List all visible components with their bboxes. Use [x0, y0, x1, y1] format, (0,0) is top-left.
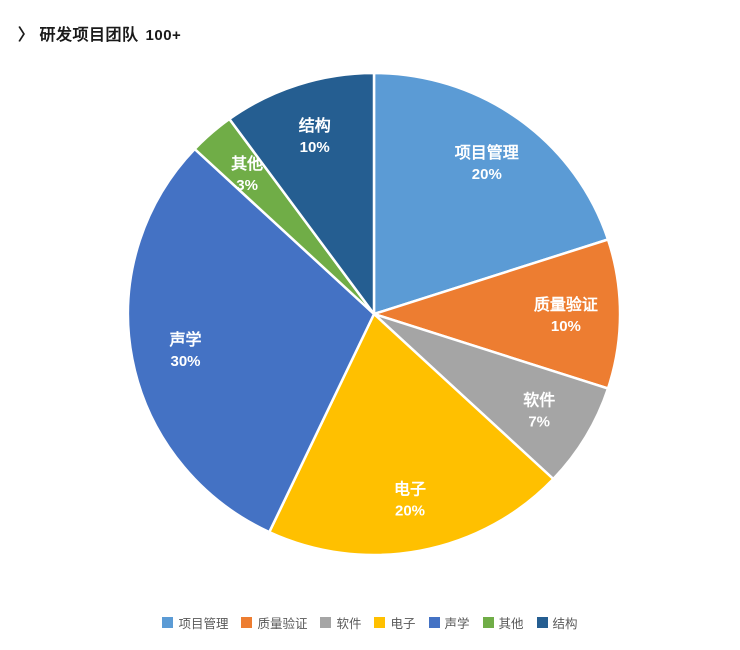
legend-label: 项目管理 — [178, 617, 229, 631]
pie-slice-6 — [228, 71, 376, 316]
slice-label-3: 电子 20% — [394, 480, 426, 520]
legend-item-4: 声学 — [428, 613, 470, 632]
pie-slice-3 — [268, 312, 555, 557]
legend-label: 声学 — [444, 617, 470, 631]
legend-swatch-icon — [536, 617, 548, 628]
legend-label: 软件 — [336, 617, 362, 631]
legend-item-1: 质量验证 — [241, 613, 307, 632]
legend-swatch-icon — [374, 617, 386, 628]
legend-item-3: 电子 — [374, 613, 416, 632]
slice-label-4: 声学 30% — [168, 330, 201, 370]
legend-label: 电子 — [390, 617, 416, 631]
pie-slice-4 — [126, 147, 376, 534]
legend-swatch-icon — [162, 617, 174, 628]
legend-label: 质量验证 — [257, 617, 308, 631]
team-count: 100+ — [145, 27, 182, 44]
legend-swatch-icon — [482, 617, 494, 628]
slice-label-5: 其他 3% — [231, 154, 263, 194]
legend-item-5: 其他 — [482, 613, 524, 632]
pie-slice-1 — [372, 238, 622, 390]
angle-bracket-icon: 〉 — [18, 27, 35, 44]
legend-swatch-icon — [428, 617, 440, 628]
legend-item-0: 项目管理 — [162, 613, 228, 632]
slice-label-6: 结构 10% — [298, 116, 331, 156]
legend-item-6: 结构 — [536, 613, 578, 632]
legend: 项目管理 质量验证 软件 电子 声学 其他 结构 — [0, 613, 740, 632]
slice-label-1: 质量验证 10% — [534, 295, 598, 335]
legend-swatch-icon — [320, 617, 332, 628]
legend-item-2: 软件 — [320, 613, 361, 632]
slice-label-0: 项目管理 20% — [455, 143, 519, 183]
section-header: 〉研发项目团队 100+ — [18, 21, 181, 45]
pie-slice-0 — [372, 71, 610, 316]
section-title: 研发项目团队 — [39, 27, 139, 44]
legend-label: 结构 — [552, 617, 578, 631]
legend-label: 其他 — [498, 617, 524, 631]
pie-chart: 项目管理 20% 质量验证 10% 软件 7% 电子 20% 声学 30% 其他 3% 结构 10% — [126, 71, 622, 557]
pie-slice-2 — [372, 312, 610, 481]
legend-swatch-icon — [241, 617, 253, 628]
slice-label-2: 软件 7% — [523, 391, 555, 431]
